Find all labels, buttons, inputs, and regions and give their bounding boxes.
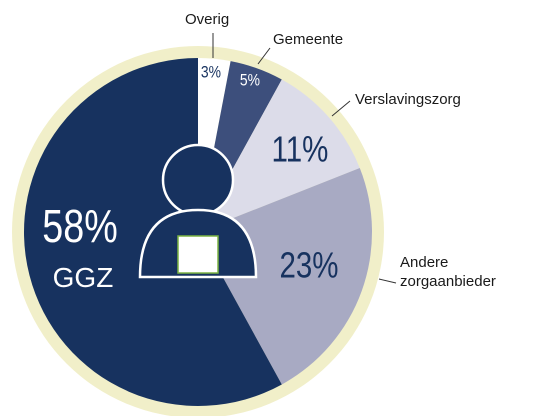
category-label: Andere zorgaanbieder: [400, 254, 496, 290]
value-label: 3%: [201, 63, 221, 82]
pie-slice: [198, 79, 360, 232]
category-label: GGZ: [52, 262, 114, 293]
leader-lines: [212, 33, 397, 284]
value-label: 58%: [42, 201, 117, 252]
category-label: Verslavingszorg: [355, 91, 461, 108]
value-label: 23%: [279, 245, 338, 285]
category-label: Overig: [185, 11, 230, 28]
value-label: 5%: [240, 71, 260, 90]
pie-slice: [198, 167, 372, 385]
category-label: Gemeente: [273, 31, 344, 48]
person-icon: [138, 143, 258, 279]
value-label: 11%: [272, 129, 329, 169]
